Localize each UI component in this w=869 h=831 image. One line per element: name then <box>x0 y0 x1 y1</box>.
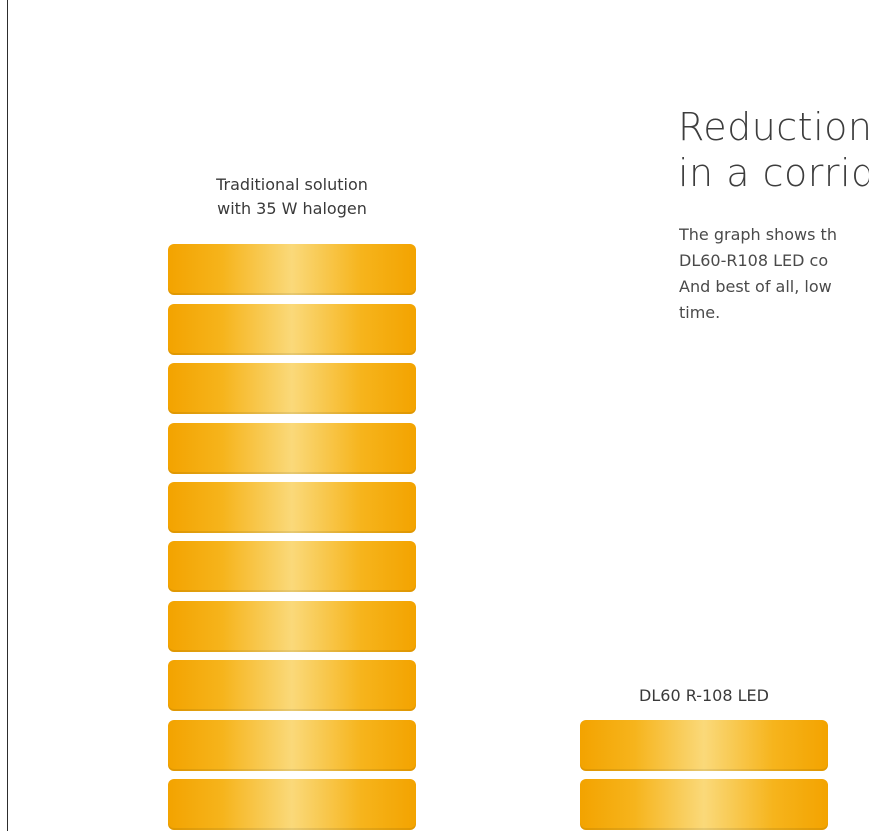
halogen-bar-block <box>168 720 416 771</box>
halogen-bar-block <box>168 423 416 474</box>
halogen-bar-block <box>168 541 416 592</box>
description-line-2: DL60-R108 LED co <box>679 251 829 270</box>
halogen-bar-block <box>168 482 416 533</box>
series-label-halogen-line-2: with 35 W halogen <box>217 199 367 218</box>
series-label-halogen-line-1: Traditional solution <box>216 175 368 194</box>
series-label-led: DL60 R-108 LED <box>580 684 828 708</box>
heading-line-2: in a corrido <box>678 151 869 195</box>
series-label-led-line-1: DL60 R-108 LED <box>639 686 769 705</box>
description-paragraph: The graph shows th DL60-R108 LED co And … <box>679 222 869 326</box>
halogen-bar-block <box>168 660 416 711</box>
description-line-4: time. <box>679 303 721 322</box>
led-bar-block <box>580 720 828 771</box>
led-bar-block <box>580 779 828 830</box>
description-line-1: The graph shows th <box>679 225 837 244</box>
description-line-3: And best of all, low <box>679 277 832 296</box>
heading-line-1: Reduction o <box>678 105 869 149</box>
halogen-bar-block <box>168 244 416 295</box>
left-divider-line <box>7 0 8 831</box>
halogen-bar-block <box>168 363 416 414</box>
page-heading: Reduction o in a corrido <box>678 104 869 196</box>
series-label-halogen: Traditional solution with 35 W halogen <box>168 173 416 221</box>
halogen-bar-block <box>168 779 416 830</box>
halogen-bar-block <box>168 601 416 652</box>
halogen-bar-block <box>168 304 416 355</box>
